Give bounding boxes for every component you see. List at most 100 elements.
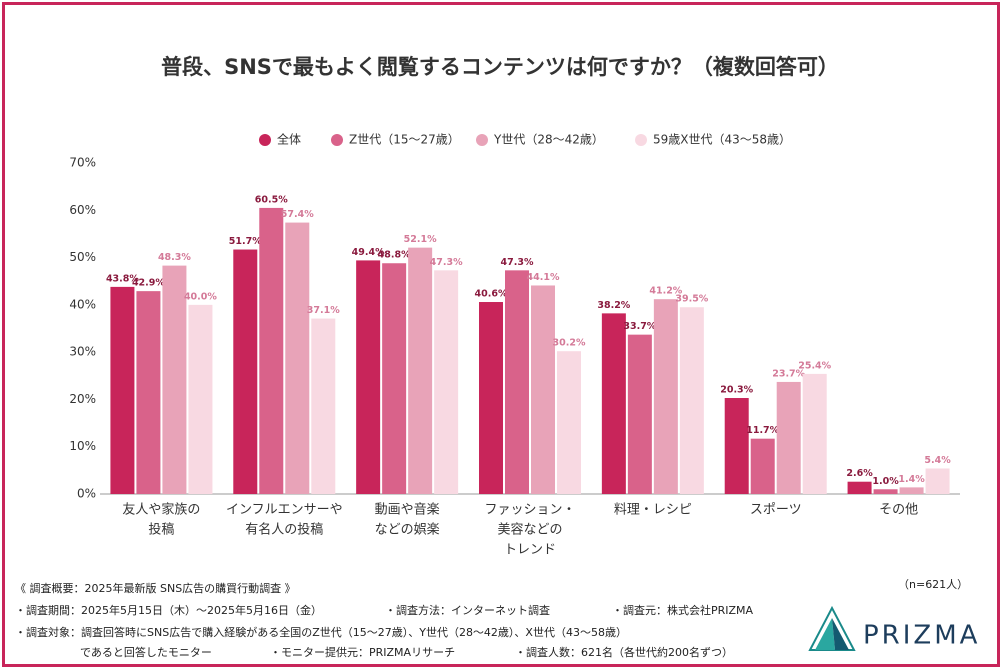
x-tick-label: 友人や家族の: [122, 502, 200, 518]
bar: [259, 207, 284, 494]
y-tick-label: 60%: [69, 203, 96, 217]
y-tick-label: 40%: [69, 297, 96, 311]
x-tick-label: 有名人の投稿: [245, 522, 323, 538]
value-label: 51.7%: [229, 236, 262, 247]
bar: [162, 265, 187, 494]
x-tick-label: トレンド: [504, 543, 556, 558]
value-label: 23.7%: [772, 368, 805, 379]
value-label: 1.4%: [898, 474, 925, 485]
chart-title: 普段、SNSで最もよく閲覧するコンテンツは何ですか？（複数回答可）: [161, 55, 839, 79]
legend-swatch: [259, 134, 271, 146]
legend-swatch: [331, 134, 343, 146]
value-label: 1.0%: [872, 476, 899, 487]
value-label: 42.9%: [132, 278, 165, 289]
x-tick-label: インフルエンサーや: [226, 503, 343, 518]
footer-period: ・調査期間：2025年5月15日（木）～2025年5月16日（金）: [15, 604, 322, 617]
logo-icon: [815, 618, 835, 650]
value-label: 5.4%: [924, 455, 951, 466]
value-label: 2.6%: [846, 468, 873, 479]
bar: [899, 487, 924, 494]
y-tick-label: 70%: [69, 156, 96, 170]
y-tick-label: 20%: [69, 392, 96, 406]
x-tick-label: 美容などの: [497, 522, 562, 538]
legend-label: 59歳X世代（43～58歳）: [653, 133, 791, 147]
x-tick-label: などの娯楽: [375, 522, 440, 538]
bar: [750, 438, 775, 494]
legend-label: Z世代（15～27歳）: [349, 133, 460, 147]
value-label: 48.3%: [158, 252, 191, 263]
x-tick-label: その他: [879, 503, 918, 518]
bar: [382, 263, 407, 494]
bar: [479, 302, 503, 494]
value-label: 38.2%: [597, 300, 630, 311]
bar: [188, 304, 213, 494]
bar: [434, 270, 459, 494]
bar: [847, 481, 872, 494]
bar: [724, 398, 749, 494]
value-label: 25.4%: [798, 360, 831, 371]
bar: [408, 247, 433, 494]
logo-icon: [832, 618, 849, 650]
logo: PRIZMA: [808, 605, 980, 651]
footer-sample: （n=621人）: [898, 578, 969, 591]
footer-method: ・調査方法：インターネット調査: [385, 604, 550, 617]
legend-swatch: [476, 134, 488, 146]
logo-text: PRIZMA: [863, 621, 980, 651]
legend-label: 全体: [277, 132, 301, 147]
value-label: 52.1%: [404, 234, 437, 245]
bar: [653, 299, 678, 494]
legend-swatch: [635, 134, 647, 146]
footer-target: ・調査対象：調査回答時にSNS広告で購入経験がある全国のZ世代（15～27歳）、…: [15, 626, 627, 639]
value-label: 20.3%: [720, 385, 753, 396]
footer-heading: 《 調査概要：2025年最新版 SNS広告の購買行動調査 》: [15, 582, 296, 595]
bar: [776, 381, 801, 494]
bar: [505, 270, 529, 494]
footer-source: ・調査元：株式会社PRIZMA: [612, 604, 754, 617]
bar: [557, 351, 581, 494]
bar: [627, 334, 652, 494]
footer-target-cont: であると回答したモニター: [80, 646, 212, 659]
value-label: 40.0%: [184, 291, 217, 302]
value-label: 57.4%: [281, 209, 314, 220]
bar: [873, 489, 898, 494]
value-label: 41.2%: [649, 286, 682, 297]
footer-provider: ・モニター提供元：PRIZMAリサーチ: [270, 646, 456, 659]
value-label: 48.8%: [378, 250, 411, 261]
bar: [110, 286, 135, 494]
value-label: 30.2%: [553, 338, 586, 349]
bar: [356, 260, 381, 494]
value-label: 47.3%: [501, 257, 534, 268]
value-label: 33.7%: [623, 321, 656, 332]
y-tick-label: 50%: [69, 250, 96, 264]
chart: 普段、SNSで最もよく閲覧するコンテンツは何ですか？（複数回答可） 0% 10% 2…: [69, 55, 960, 558]
value-label: 11.7%: [746, 425, 779, 436]
value-label: 47.3%: [430, 257, 463, 268]
x-tick-label: ファッション・: [484, 503, 575, 518]
value-label: 39.5%: [675, 294, 708, 305]
value-label: 49.4%: [352, 247, 385, 258]
legend-label: Y世代（28～42歳）: [493, 133, 604, 147]
value-label: 40.6%: [475, 289, 508, 300]
x-tick-label: 料理・レシピ: [614, 503, 692, 518]
bar: [285, 222, 310, 494]
value-label: 44.1%: [527, 272, 560, 283]
x-tick-label: 投稿: [148, 522, 174, 538]
y-tick-label: 30%: [69, 345, 96, 359]
footer-count: ・調査人数：621名（各世代約200名ずつ）: [515, 646, 733, 659]
bar: [136, 291, 161, 494]
x-tick-label: スポーツ: [750, 503, 802, 518]
value-label: 43.8%: [106, 273, 139, 284]
bar: [802, 373, 827, 494]
bar: [925, 468, 950, 494]
x-tick-label: 動画や音楽: [375, 502, 440, 518]
value-label: 60.5%: [255, 194, 288, 205]
value-label: 37.1%: [307, 305, 340, 316]
y-tick-label: 10%: [69, 439, 96, 453]
bar: [531, 285, 555, 494]
bar: [601, 313, 626, 494]
y-tick-label: 0%: [77, 487, 96, 501]
bar: [233, 249, 258, 494]
bar: [311, 318, 336, 494]
